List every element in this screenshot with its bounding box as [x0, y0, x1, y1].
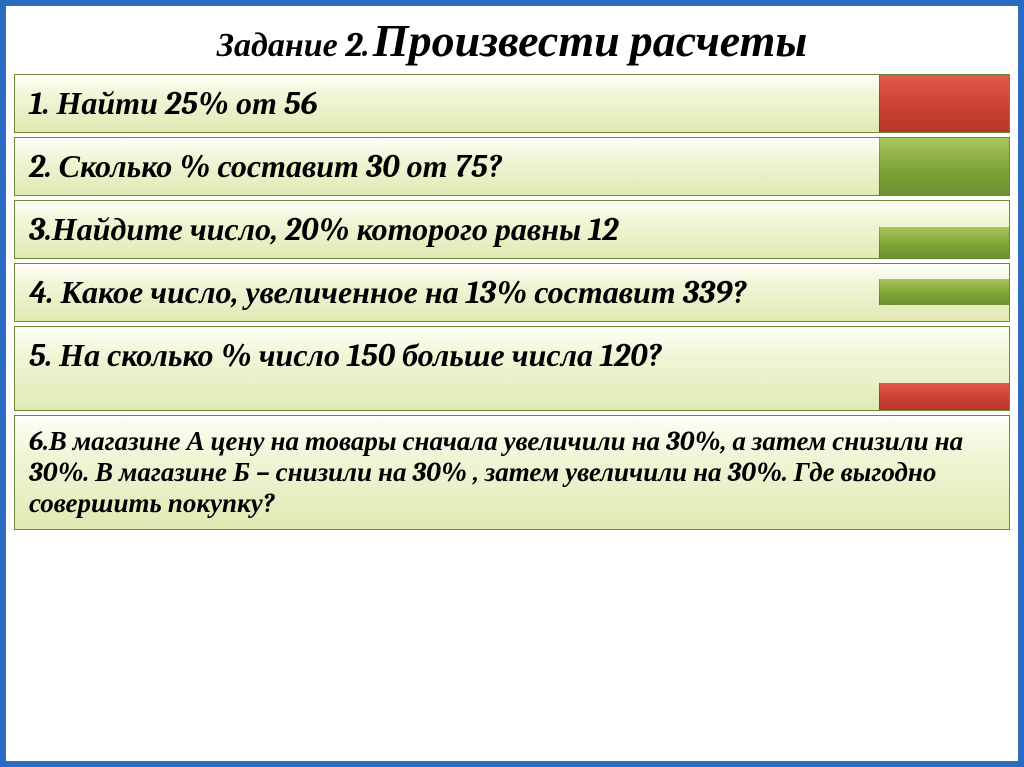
task-item: 3.Найдите число, 20% которого равны 12 [14, 200, 1010, 259]
task-text: 4. Какое число, увеличенное на 13% соста… [15, 264, 1009, 321]
slide-title: Задание 2. Произвести расчеты [6, 6, 1018, 74]
answer-badge[interactable] [879, 279, 1009, 305]
task-list: 1. Найти 25% от 56 2. Сколько % составит… [6, 74, 1018, 530]
task-text: 3.Найдите число, 20% которого равны 12 [15, 201, 1009, 258]
task-text: 2. Сколько % составит 30 от 75? [15, 138, 1009, 195]
answer-badge[interactable] [879, 383, 1009, 410]
task-item: 6.В магазине А цену на товары сначала ув… [14, 415, 1010, 530]
task-item: 2. Сколько % составит 30 от 75? [14, 137, 1010, 196]
title-main: Произвести расчеты [373, 15, 807, 68]
answer-badge[interactable] [879, 227, 1009, 258]
task-text: 1. Найти 25% от 56 [15, 75, 1009, 132]
task-item: 5. На сколько % число 150 больше числа 1… [14, 326, 1010, 411]
title-prefix: Задание 2. [217, 25, 370, 65]
task-text: 6.В магазине А цену на товары сначала ув… [15, 416, 1009, 529]
task-text: 5. На сколько % число 150 больше числа 1… [15, 327, 1009, 384]
task-item: 1. Найти 25% от 56 [14, 74, 1010, 133]
answer-badge[interactable] [879, 138, 1009, 195]
task-item: 4. Какое число, увеличенное на 13% соста… [14, 263, 1010, 322]
answer-badge[interactable] [879, 75, 1009, 132]
